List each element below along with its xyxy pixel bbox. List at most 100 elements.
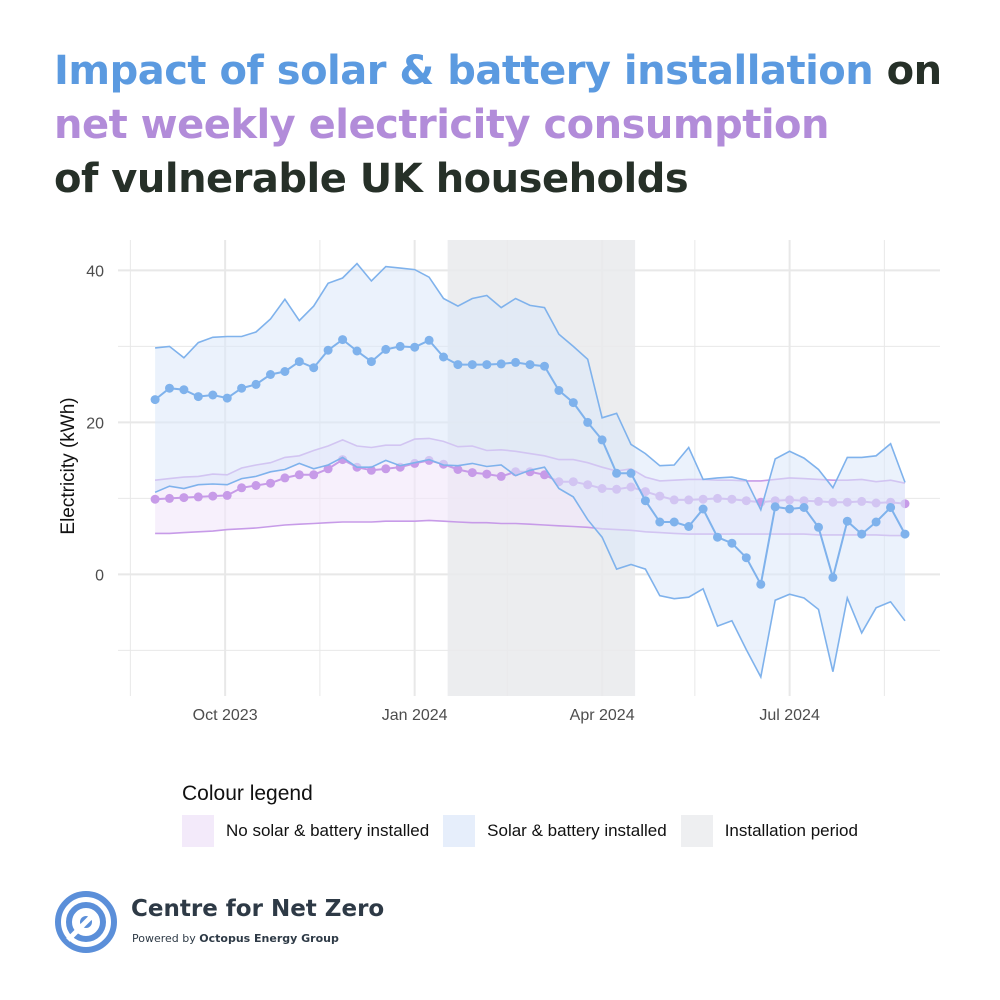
- solar-data-point: [395, 341, 405, 351]
- solar-data-point: [294, 357, 304, 367]
- solar-data-point: [554, 386, 564, 395]
- solar-data-point: [785, 504, 795, 514]
- title-part-4: of vulnerable UK households: [54, 156, 689, 202]
- chart-title: Impact of solar & battery installation o…: [54, 44, 984, 206]
- solar-data-point: [251, 379, 261, 389]
- solar-data-point: [727, 538, 737, 548]
- y-axis-label: Electricity (kWh): [58, 397, 79, 534]
- legend-item-no-solar: No solar & battery installed: [182, 815, 429, 847]
- title-part-3: net weekly electricity consumption: [54, 102, 830, 148]
- solar-data-point: [597, 435, 607, 445]
- solar-data-point: [237, 383, 247, 393]
- solar-data-point: [410, 342, 420, 352]
- solar-data-point: [583, 417, 593, 427]
- no-solar-data-point: [453, 465, 463, 474]
- solar-data-point: [193, 392, 203, 402]
- no-solar-data-point: [323, 464, 333, 474]
- legend-label-no-solar: No solar & battery installed: [226, 821, 430, 840]
- x-tick-label: Oct 2023: [193, 707, 258, 724]
- solar-data-point: [467, 360, 477, 370]
- solar-data-point: [208, 390, 218, 400]
- solar-data-point: [655, 517, 665, 527]
- solar-data-point: [309, 363, 319, 373]
- solar-data-point: [540, 361, 549, 371]
- solar-data-point: [280, 367, 290, 376]
- solar-data-point: [814, 522, 823, 532]
- solar-data-point: [323, 345, 333, 355]
- solar-data-point: [439, 352, 448, 362]
- solar-data-point: [857, 529, 867, 539]
- no-solar-data-point: [496, 471, 506, 481]
- no-solar-data-point: [381, 464, 391, 474]
- legend-title: Colour legend: [182, 782, 313, 805]
- solar-data-point: [424, 335, 434, 345]
- x-tick-label: Jan 2024: [382, 707, 448, 724]
- no-solar-data-point: [309, 470, 319, 480]
- title-part-1: Impact of solar & battery installation: [54, 48, 874, 94]
- solar-data-point: [871, 517, 881, 527]
- x-tick-label: Apr 2024: [570, 707, 635, 724]
- solar-data-point: [770, 502, 780, 512]
- solar-data-point: [179, 385, 189, 395]
- legend-label-installation: Installation period: [724, 821, 858, 840]
- no-solar-data-point: [251, 481, 261, 490]
- no-solar-data-point: [237, 483, 247, 493]
- no-solar-data-point: [266, 478, 275, 488]
- solar-data-point: [756, 579, 766, 589]
- x-tick-label: Jul 2024: [759, 707, 820, 724]
- solar-data-point: [669, 517, 679, 527]
- powered-company: Octopus Energy Group: [199, 932, 339, 945]
- solar-data-point: [713, 532, 722, 542]
- solar-data-point: [684, 522, 694, 531]
- solar-confidence-band-lower-line: [154, 456, 906, 680]
- y-tick-label: 0: [95, 567, 104, 584]
- y-tick-label: 20: [86, 415, 104, 432]
- solar-data-point: [626, 468, 636, 478]
- solar-data-point: [453, 360, 463, 370]
- solar-data-point: [222, 393, 232, 403]
- no-solar-data-point: [222, 490, 232, 500]
- solar-data-point: [698, 504, 708, 514]
- solar-data-point: [568, 398, 578, 408]
- powered-by: Powered by Octopus Energy Group: [132, 932, 339, 945]
- brand-name: Centre for Net Zero: [131, 896, 385, 922]
- solar-data-point: [640, 496, 650, 506]
- solar-data-point: [381, 344, 391, 354]
- solar-data-point: [842, 516, 852, 526]
- solar-data-point: [266, 370, 275, 379]
- no-solar-data-point: [294, 470, 304, 480]
- solar-data-point: [886, 503, 896, 512]
- legend-swatch-no-solar: [182, 815, 214, 847]
- solar-data-point: [496, 359, 506, 369]
- no-solar-data-point: [540, 470, 549, 480]
- solar-data-point: [900, 529, 910, 539]
- chart: 0 20 40 Oct 2023 Jan 2024 Apr 2024 Jul 2024 Ele…: [58, 240, 940, 724]
- solar-data-point: [482, 360, 492, 370]
- powered-prefix: Powered by: [132, 932, 200, 945]
- solar-data-point: [150, 395, 160, 405]
- solar-data-point: [352, 346, 362, 356]
- legend-swatch-solar: [443, 815, 476, 847]
- legend-label-solar: Solar & battery installed: [487, 821, 667, 840]
- no-solar-data-point: [150, 494, 160, 504]
- solar-data-point: [525, 360, 535, 370]
- no-solar-data-point: [280, 473, 290, 483]
- legend-item-installation: Installation period: [680, 815, 858, 847]
- solar-data-point: [511, 357, 521, 367]
- no-solar-data-point: [482, 469, 492, 479]
- no-solar-data-point: [193, 492, 203, 502]
- legend: No solar & battery installed Solar & bat…: [182, 814, 872, 848]
- legend-swatch-installation: [680, 815, 713, 847]
- solar-confidence-band-upper-line: [155, 262, 906, 513]
- legend-item-solar: Solar & battery installed: [443, 815, 667, 847]
- no-solar-data-point: [165, 493, 174, 503]
- solar-data-point: [799, 503, 809, 512]
- no-solar-data-point: [467, 468, 477, 478]
- no-solar-data-point: [179, 493, 189, 503]
- target-rings-icon: [55, 891, 117, 953]
- no-solar-data-point: [208, 491, 218, 501]
- solar-data-point: [165, 383, 174, 393]
- y-tick-label: 40: [86, 263, 104, 280]
- solar-confidence-band: [155, 263, 906, 677]
- solar-data-point: [338, 335, 348, 345]
